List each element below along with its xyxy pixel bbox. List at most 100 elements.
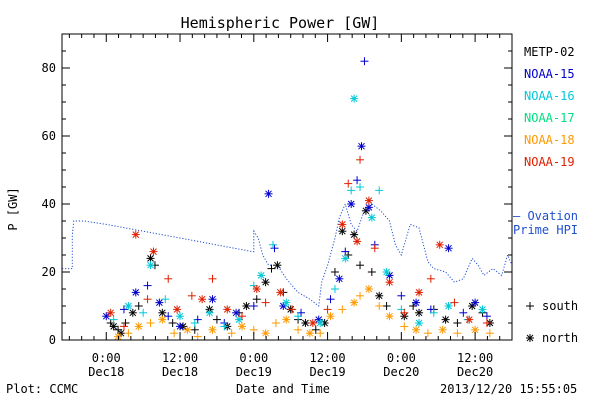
north-point (208, 295, 217, 304)
north-point (350, 94, 359, 103)
south-point (338, 305, 347, 314)
south-point (423, 329, 432, 338)
south-point (375, 302, 384, 310)
south-point (356, 183, 365, 191)
south-point (267, 264, 276, 273)
north-point (205, 308, 214, 317)
north-point (252, 285, 261, 293)
south-point (330, 285, 339, 293)
south-point (294, 312, 303, 321)
north-point (415, 308, 424, 317)
north-point (261, 278, 270, 287)
north-point (314, 315, 323, 324)
x-axis-label: Date and Time (236, 382, 330, 396)
north-point (173, 305, 182, 314)
north-point (176, 312, 185, 321)
north-point (208, 325, 217, 334)
north-point (261, 329, 270, 338)
south-point (261, 298, 270, 307)
south-point (353, 176, 362, 185)
north-point (282, 298, 291, 307)
north-point (412, 298, 421, 307)
north-point (257, 271, 266, 280)
north-point (316, 319, 325, 327)
north-point (335, 274, 344, 283)
footer-timestamp: 2013/12/20 15:55:05 (440, 382, 578, 396)
north-point (232, 308, 241, 317)
legend: METP-02 NOAA-15 NOAA-16 NOAA-17 NOAA-18 NOAA-… (513, 45, 578, 345)
south-point (426, 274, 435, 283)
south-point (143, 295, 152, 304)
north-point (273, 261, 282, 270)
data-points (102, 57, 494, 341)
north-point (176, 322, 185, 331)
legend-entry: NOAA-18 (524, 133, 575, 147)
ovation-line (62, 202, 513, 307)
y-tick-label: 80 (42, 61, 56, 75)
south-point (450, 298, 459, 307)
legend-ovation: Prime HPI (513, 223, 578, 237)
south-point (356, 291, 365, 300)
south-point (190, 319, 199, 327)
south-point (360, 57, 369, 66)
south-point (400, 308, 409, 317)
legend-symbol-label: north (542, 331, 578, 345)
x-tick-label-time: 12:00 (457, 351, 493, 365)
south-point (119, 305, 128, 314)
north-point (128, 308, 137, 317)
south-point (220, 322, 229, 331)
south-point (397, 291, 406, 300)
x-tick-label-day: Dec19 (236, 365, 272, 379)
x-tick-label-time: 0:00 (239, 351, 268, 365)
north-point (301, 319, 310, 327)
north-point (223, 305, 232, 314)
south-point (143, 281, 152, 290)
south-point (344, 179, 353, 188)
north-point (149, 247, 158, 256)
south-point (168, 319, 177, 327)
south-point (482, 312, 491, 321)
legend-entry: NOAA-16 (524, 89, 575, 103)
north-point (347, 200, 356, 208)
south-point (227, 329, 236, 338)
north-point (364, 196, 373, 205)
north-point (341, 254, 350, 263)
south-point (370, 244, 379, 253)
south-point (121, 319, 130, 327)
south-point (119, 322, 128, 331)
footer-plot-credit: Plot: CCMC (6, 382, 79, 396)
north-point (438, 325, 447, 334)
south-point (270, 244, 279, 253)
south-point (268, 240, 277, 249)
y-tick-label: 60 (42, 129, 56, 143)
legend-symbol-label: south (542, 299, 578, 313)
south-point (341, 247, 350, 256)
north-point (382, 268, 391, 276)
south-point (316, 329, 325, 338)
y-tick-label: 20 (42, 265, 56, 279)
north-point (146, 261, 155, 270)
north-point (350, 230, 359, 239)
ovation-layer (62, 202, 513, 307)
legend-entry: METP-02 (524, 45, 575, 59)
south-point (164, 274, 173, 283)
south-point (400, 322, 409, 331)
south-point (271, 319, 280, 327)
north-point (338, 227, 347, 236)
north-point (415, 288, 424, 297)
north-point (242, 302, 251, 310)
south-point (249, 302, 258, 310)
north-point (155, 298, 164, 307)
x-tick-label-time: 12:00 (310, 351, 346, 365)
south-point (187, 291, 196, 300)
legend-entry: NOAA-15 (524, 67, 575, 81)
south-point (482, 319, 491, 327)
south-point (367, 268, 376, 276)
north-point (282, 315, 291, 324)
south-point (356, 155, 365, 164)
y-tick-label: 0 (49, 333, 56, 347)
north-point (102, 312, 111, 321)
south-point (212, 315, 221, 324)
south-point (134, 302, 143, 310)
north-point (264, 189, 273, 198)
